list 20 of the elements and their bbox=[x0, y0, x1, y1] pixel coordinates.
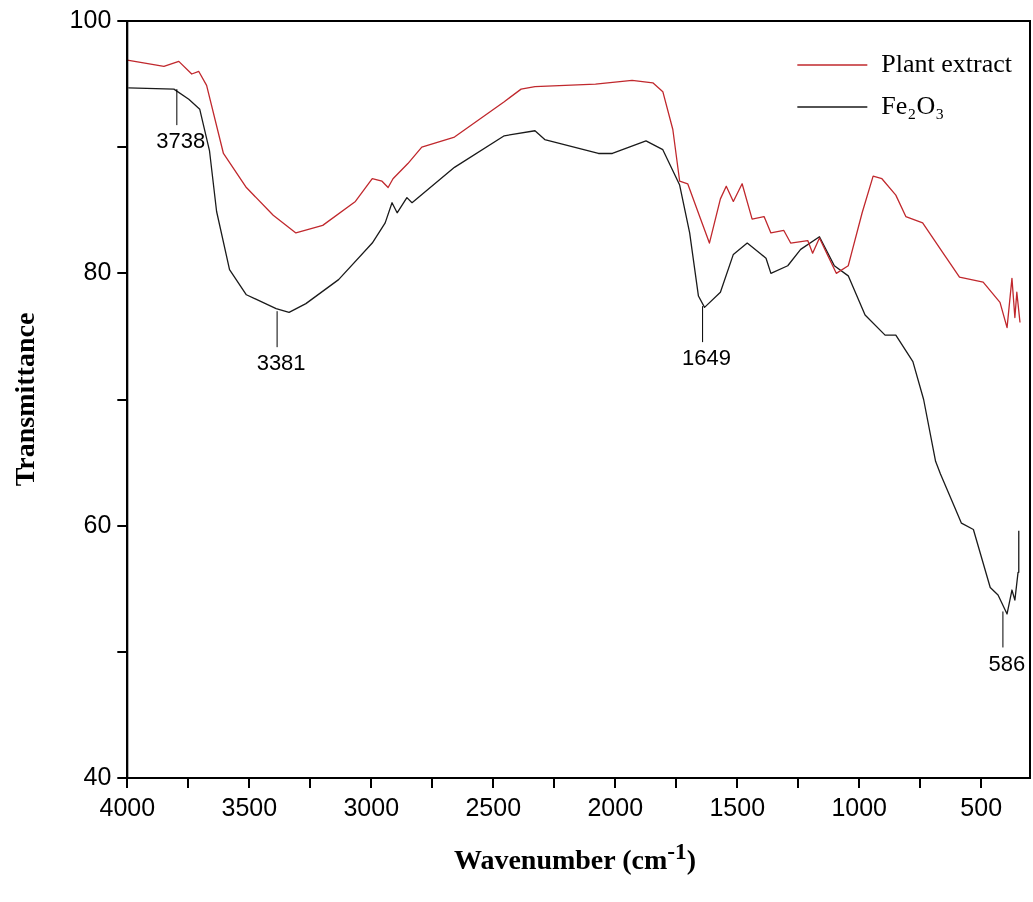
x-tick-label: 3000 bbox=[343, 792, 400, 821]
y-tick-label: 40 bbox=[83, 761, 112, 790]
x-tick-label: 2000 bbox=[587, 792, 644, 821]
x-tick-label: 4000 bbox=[99, 792, 156, 821]
annotation: 3381 bbox=[256, 350, 306, 376]
x-tick-label: 2500 bbox=[465, 792, 522, 821]
x-axis-title: Wavenumber (cm$^{-1}$) bbox=[452, 838, 698, 877]
annotation: 586 bbox=[988, 650, 1026, 676]
y-tick-label: 80 bbox=[83, 257, 112, 286]
y-axis-title: Transmittance bbox=[9, 312, 41, 487]
x-tick-label: 1500 bbox=[709, 792, 766, 821]
x-tick-label: 3500 bbox=[221, 792, 278, 821]
y-tick-label: 60 bbox=[83, 509, 112, 538]
annotation: 3738 bbox=[156, 128, 206, 154]
y-tick-label: 100 bbox=[69, 4, 112, 33]
x-tick-label: 500 bbox=[960, 792, 1003, 821]
legend-label: Plant extract bbox=[881, 48, 1013, 78]
x-tick-label: 1000 bbox=[831, 792, 888, 821]
legend-label: Fe₂O₃ bbox=[881, 90, 945, 120]
annotation: 1649 bbox=[682, 345, 732, 371]
